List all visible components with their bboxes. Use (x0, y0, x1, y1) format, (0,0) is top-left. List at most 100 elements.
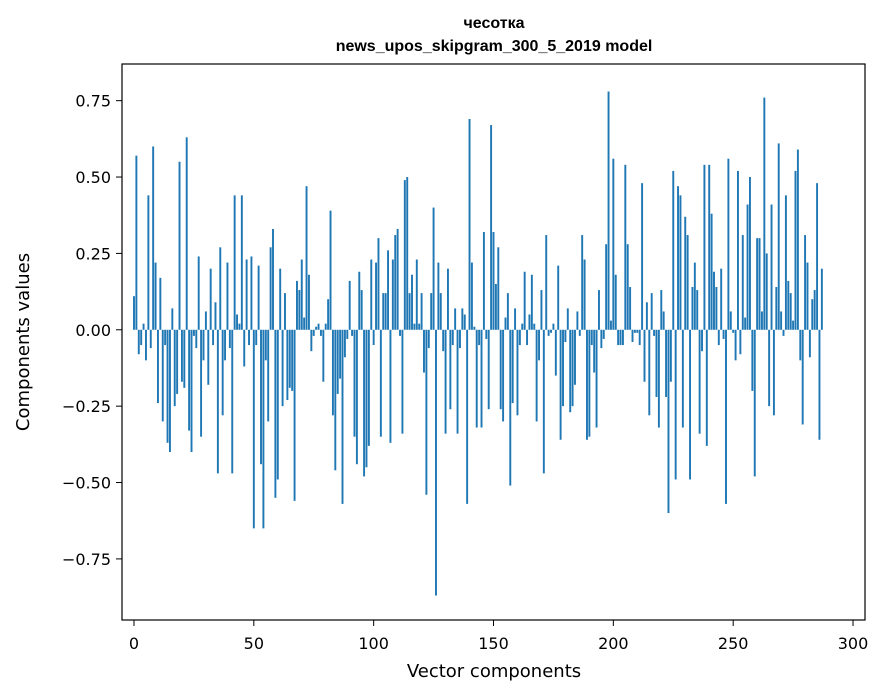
bar (250, 256, 253, 330)
x-axis-label: Vector components (407, 661, 581, 682)
bar (739, 329, 742, 355)
bar (221, 329, 224, 416)
bar (679, 195, 682, 330)
bar (684, 216, 687, 330)
chart-title: чесотка (464, 15, 525, 32)
bar (641, 183, 644, 330)
bar (331, 329, 334, 416)
bar (478, 329, 481, 346)
bar (490, 125, 493, 330)
bar (219, 247, 222, 330)
bar (717, 329, 720, 346)
x-tick-label: 0 (129, 634, 139, 653)
bar (708, 164, 711, 330)
bar (274, 329, 277, 498)
bar (557, 265, 560, 330)
bar (811, 299, 814, 330)
bar (291, 329, 294, 391)
plot-frame (121, 63, 866, 621)
bar (595, 329, 598, 428)
bar (581, 235, 584, 330)
bar (281, 329, 284, 407)
bar (559, 329, 562, 440)
bar (447, 268, 449, 330)
bar (792, 320, 795, 330)
x-axis-ticks: 0 50 100 150 200 250 300 (129, 620, 868, 653)
bar (756, 238, 759, 330)
bar (552, 323, 555, 330)
bar (142, 323, 145, 330)
y-tick-label: −0.25 (62, 397, 111, 416)
bar (303, 317, 306, 330)
bar (701, 329, 703, 352)
bar (619, 329, 622, 346)
bar (228, 329, 231, 349)
bar (456, 329, 459, 434)
bar (487, 329, 490, 410)
bar (245, 259, 248, 330)
bar (643, 329, 646, 382)
bar (317, 323, 320, 330)
bar (406, 177, 409, 330)
y-tick-label: 0.50 (75, 168, 111, 187)
bar (176, 329, 179, 394)
chart-subtitle: news_upos_skipgram_300_5_2019 model (336, 38, 653, 55)
bar (672, 170, 675, 330)
bar (732, 329, 735, 333)
bar (343, 329, 346, 358)
bar (327, 299, 330, 330)
bar (571, 329, 574, 407)
bar (590, 329, 593, 346)
x-tick-label: 150 (478, 634, 509, 653)
bar (741, 235, 744, 330)
bar (494, 283, 497, 330)
x-tick-label: 200 (598, 634, 629, 653)
bar (729, 311, 732, 330)
bar (394, 235, 397, 330)
bar (154, 262, 157, 330)
x-tick-label: 250 (718, 634, 749, 653)
bar (605, 244, 608, 330)
bar (238, 323, 241, 330)
x-tick-label: 300 (838, 634, 869, 653)
bar (583, 259, 586, 330)
bar (413, 323, 416, 330)
bar (267, 329, 270, 422)
bar (564, 329, 567, 342)
bar (276, 329, 279, 480)
bar (737, 170, 739, 330)
bar (506, 293, 509, 330)
bar (286, 329, 289, 401)
bar (279, 268, 282, 330)
bar (696, 290, 699, 330)
bar (638, 329, 641, 346)
bar (353, 329, 356, 437)
bar (358, 271, 361, 330)
bar (140, 329, 143, 346)
bar (621, 329, 624, 346)
bar (403, 180, 406, 330)
bar (799, 329, 802, 361)
bar (147, 195, 150, 330)
bar (626, 244, 629, 330)
bar (775, 287, 778, 330)
bar (444, 329, 447, 434)
bar (200, 329, 203, 437)
bar (372, 329, 375, 346)
bar (439, 293, 442, 330)
y-axis-ticks: 0.75 0.50 0.25 0.00 −0.25 −0.50 −0.75 (62, 92, 122, 569)
bar (329, 210, 332, 330)
bar (530, 274, 533, 330)
bar (137, 329, 140, 355)
bar (339, 329, 342, 379)
bar (542, 329, 545, 474)
bar (765, 253, 768, 330)
bar (216, 329, 219, 474)
bar (600, 329, 603, 349)
bar (796, 149, 799, 330)
bar (816, 183, 819, 330)
bar (298, 290, 301, 330)
bar (784, 195, 787, 330)
bar (466, 329, 469, 504)
